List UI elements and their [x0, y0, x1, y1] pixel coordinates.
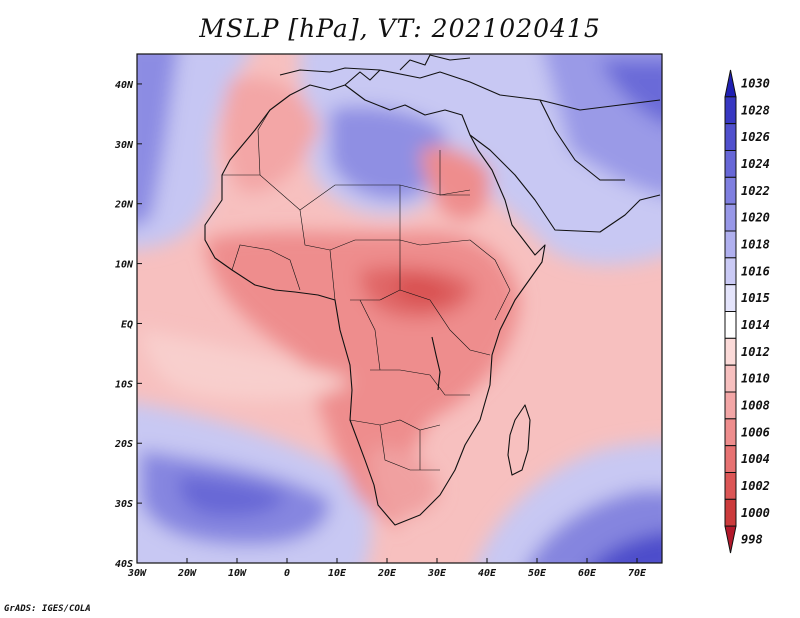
map-title: MSLP [hPa], VT: 2021020415	[199, 14, 601, 43]
colorbar-swatch	[724, 472, 737, 500]
colorbar-label: 1030	[741, 76, 770, 90]
pressure-field	[137, 54, 662, 563]
colorbar-label: 1026	[741, 130, 770, 144]
y-tick-label: 30S	[114, 499, 133, 510]
coastlines	[204, 54, 661, 526]
y-tick-label: 30N	[114, 140, 134, 151]
colorbar-label: 1008	[741, 398, 770, 412]
colorbar-label: 1004	[741, 452, 770, 466]
x-tick-label: 30W	[127, 568, 147, 579]
colorbar-swatch	[724, 123, 737, 151]
colorbar: 1030 1028 1026 1024 1022 1020 1018 1016 1015 1014…	[724, 69, 770, 554]
colorbar-swatch	[724, 284, 737, 312]
country-borders	[222, 109, 511, 471]
colorbar-label: 1028	[741, 103, 770, 117]
y-axis: 40N 30N 20N 10N EQ 10S 20S 30S 40S	[114, 80, 142, 570]
x-axis: 30W 20W 10W 0 10E 20E 30E 40E 50E 60E 70E	[127, 558, 647, 579]
x-tick-label: 10W	[228, 568, 247, 579]
colorbar-swatch	[724, 150, 737, 178]
colorbar-label: 1020	[741, 211, 770, 225]
colorbar-swatch	[724, 257, 737, 286]
colorbar-swatch-bottom	[724, 525, 737, 554]
colorbar-label: 1014	[741, 318, 770, 332]
colorbar-label: 1010	[741, 372, 770, 386]
colorbar-swatch	[724, 96, 737, 125]
x-tick-label: 60E	[578, 568, 597, 579]
y-tick-label: 20S	[114, 439, 133, 450]
colorbar-swatch	[724, 391, 737, 420]
x-tick-label: 20W	[177, 568, 197, 579]
grads-credit: GrADS: IGES/COLA	[4, 604, 91, 614]
y-tick-label: 20N	[114, 200, 134, 211]
x-tick-label: 30E	[427, 568, 447, 579]
colorbar-swatch	[724, 176, 737, 205]
colorbar-swatch	[724, 311, 737, 339]
colorbar-swatch	[724, 364, 737, 393]
colorbar-swatch-top	[724, 69, 737, 98]
colorbar-swatch	[724, 337, 737, 366]
x-tick-label: 0	[284, 568, 290, 579]
colorbar-label: 1002	[741, 479, 770, 493]
y-tick-label: 10S	[115, 379, 133, 390]
map-frame	[136, 53, 663, 564]
x-tick-label: 40E	[478, 568, 497, 579]
y-tick-label: EQ	[121, 319, 133, 330]
colorbar-label: 1024	[741, 157, 770, 171]
colorbar-swatch	[724, 445, 737, 473]
x-tick-label: 10E	[328, 568, 347, 579]
colorbar-label: 1012	[741, 345, 770, 359]
colorbar-swatch	[724, 418, 737, 447]
colorbar-swatch	[724, 230, 737, 259]
colorbar-label: 1022	[741, 184, 770, 198]
x-tick-label: 50E	[528, 568, 547, 579]
y-tick-label: 40N	[115, 80, 134, 91]
colorbar-label: 1000	[741, 506, 770, 520]
colorbar-swatch	[724, 498, 737, 527]
colorbar-label: 1016	[741, 264, 770, 278]
x-tick-label: 70E	[628, 568, 647, 579]
x-tick-label: 20E	[377, 568, 397, 579]
y-tick-label: 10N	[115, 260, 134, 271]
colorbar-swatch	[724, 203, 737, 232]
colorbar-label: 1006	[741, 425, 770, 439]
y-tick-label: 40S	[115, 559, 133, 570]
colorbar-label: 1015	[741, 291, 770, 305]
colorbar-label: 998	[741, 533, 763, 547]
colorbar-label: 1018	[741, 237, 770, 251]
